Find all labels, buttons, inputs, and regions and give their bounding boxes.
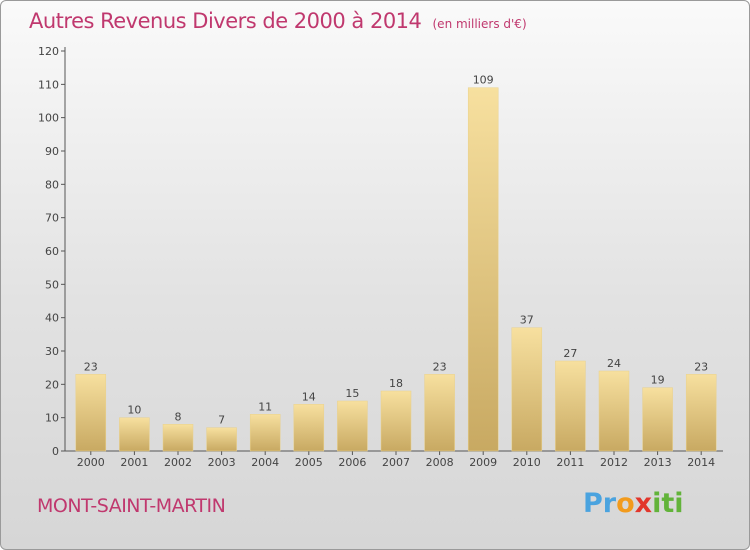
data-label-2002: 8	[175, 410, 182, 423]
y-tick-label: 60	[45, 245, 59, 258]
bar-2007	[380, 390, 412, 452]
x-tick-label-2001: 2001	[120, 456, 148, 469]
x-tick-label-2004: 2004	[251, 456, 279, 469]
y-tick-label: 110	[38, 78, 59, 91]
bar-2011	[555, 360, 586, 452]
data-label-2013: 19	[651, 374, 665, 387]
bar-2014	[685, 374, 717, 452]
x-tick-label-2011: 2011	[556, 456, 584, 469]
data-label-2006: 15	[345, 387, 359, 400]
bar-2002	[162, 424, 194, 452]
data-label-2004: 11	[258, 400, 272, 413]
data-label-2012: 24	[607, 357, 621, 370]
y-tick-label: 120	[38, 45, 59, 58]
bar-2008	[424, 374, 455, 452]
x-tick-label-2010: 2010	[513, 456, 541, 469]
y-tick-label: 70	[45, 212, 59, 225]
data-label-2009: 109	[473, 74, 494, 87]
data-label-2007: 18	[389, 377, 403, 390]
x-tick-label-2014: 2014	[687, 456, 715, 469]
bar-2009	[467, 87, 499, 452]
bars	[75, 87, 717, 452]
data-label-2001: 10	[127, 404, 141, 417]
x-tick-label-2003: 2003	[208, 456, 236, 469]
bar-2003	[206, 427, 237, 452]
y-tick-label: 0	[52, 445, 59, 458]
x-tick-label-2000: 2000	[77, 456, 105, 469]
x-tick-label-2012: 2012	[600, 456, 628, 469]
data-label-2000: 23	[84, 360, 98, 373]
y-tick-label: 90	[45, 145, 59, 158]
bar-2012	[598, 370, 630, 452]
data-label-2010: 37	[520, 314, 534, 327]
y-tick-label: 20	[45, 378, 59, 391]
data-label-2008: 23	[433, 360, 447, 373]
data-label-2014: 23	[694, 360, 708, 373]
axes: 0 10 20 30 40 50 60 70 80 90 100 110 120 2000 2001 2002…	[38, 45, 723, 469]
data-labels: 23 10 8 7 11 14 15 18 23 109 37 27 24 19 23	[84, 74, 708, 427]
commune-name: MONT-SAINT-MARTIN	[37, 495, 226, 517]
x-tick-label-2013: 2013	[644, 456, 672, 469]
y-tick-label: 40	[45, 312, 59, 325]
y-tick-label: 100	[38, 112, 59, 125]
title-row: Autres Revenus Divers de 2000 à 2014 (en…	[29, 9, 527, 33]
bar-2001	[119, 417, 150, 452]
y-tick-label: 30	[45, 345, 59, 358]
data-label-2011: 27	[563, 347, 577, 360]
x-tick-label-2007: 2007	[382, 456, 410, 469]
bar-2005	[293, 404, 325, 452]
bar-2004	[249, 414, 281, 452]
proxiti-logo: Proxiti	[583, 488, 684, 519]
chart-subtitle: (en milliers d'€)	[432, 17, 527, 31]
y-tick-label: 50	[45, 278, 59, 291]
x-tick-label-2009: 2009	[469, 456, 497, 469]
data-label-2005: 14	[302, 390, 316, 403]
data-label-2003: 7	[218, 414, 225, 427]
x-tick-label-2002: 2002	[164, 456, 192, 469]
x-tick-label-2005: 2005	[295, 456, 323, 469]
bar-2013	[642, 387, 673, 452]
x-tick-label-2006: 2006	[338, 456, 366, 469]
y-tick-label: 10	[45, 412, 59, 425]
chart-title: Autres Revenus Divers de 2000 à 2014	[29, 9, 422, 33]
bar-2000	[75, 374, 107, 452]
bar-2006	[337, 400, 368, 452]
x-tick-label-2008: 2008	[426, 456, 454, 469]
y-tick-label: 80	[45, 178, 59, 191]
bar-2010	[511, 327, 543, 452]
